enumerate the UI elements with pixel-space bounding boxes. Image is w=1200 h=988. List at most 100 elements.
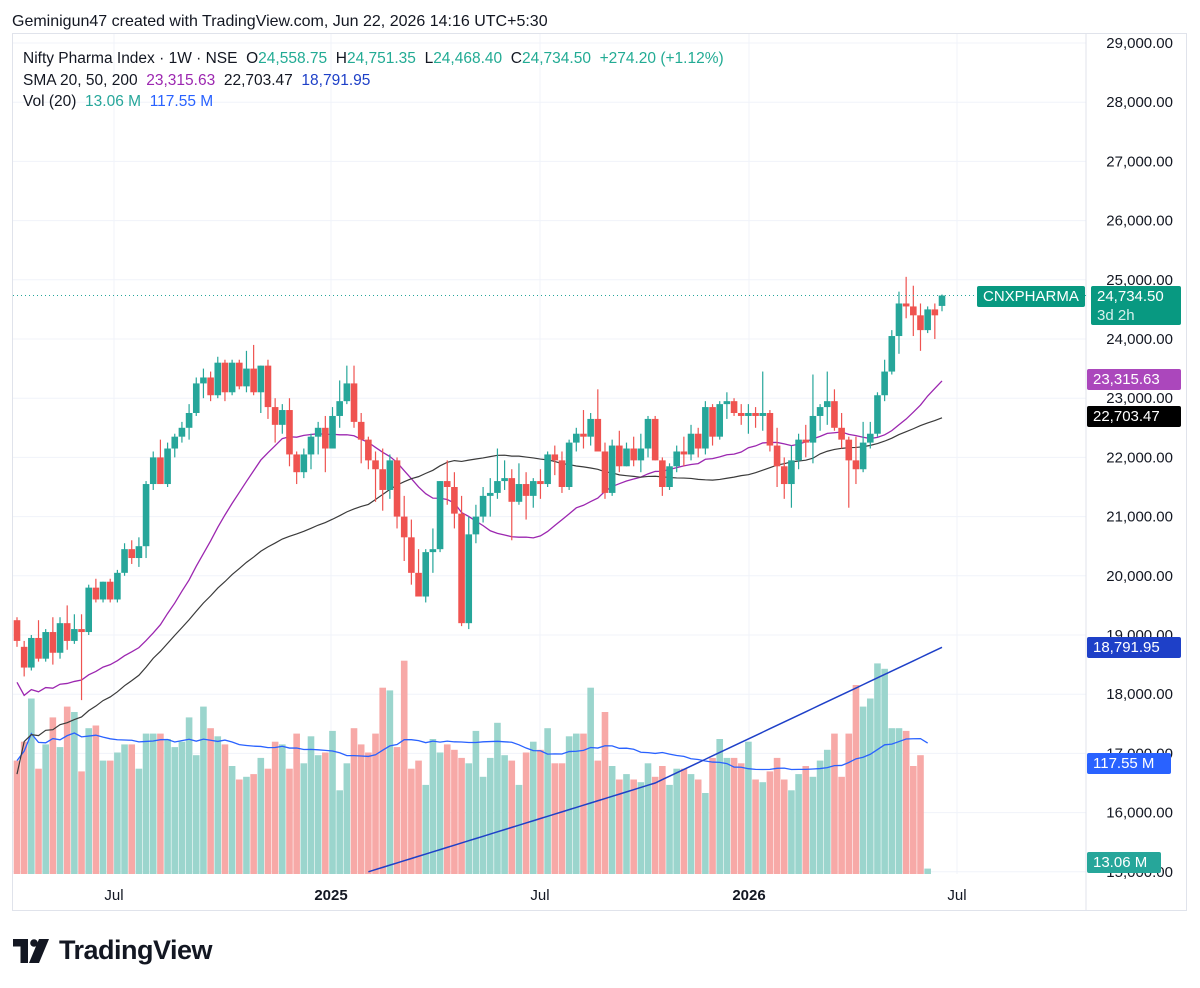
candle-body — [235, 362, 243, 387]
candle-body — [508, 478, 516, 502]
legend-low-value: 24,468.40 — [433, 50, 503, 67]
candle-body — [63, 623, 71, 641]
candle-body — [723, 401, 731, 405]
volume-bar — [42, 744, 49, 874]
volume-bar — [895, 728, 903, 874]
candle-body — [185, 413, 193, 428]
candle-body — [207, 377, 214, 396]
volume-bar — [573, 733, 580, 874]
candle-body — [264, 365, 272, 408]
legend-open-label: O — [246, 50, 259, 67]
volume-bar — [128, 744, 136, 874]
y-tick-label: 18,000.00 — [1106, 686, 1173, 703]
candle-body — [616, 445, 623, 467]
chart-frame[interactable] — [12, 33, 1187, 911]
candle-body — [458, 513, 465, 624]
candle-body — [565, 442, 573, 487]
candle-body — [737, 413, 745, 416]
candle-body — [651, 418, 659, 461]
y-tick-label: 16,000.00 — [1106, 805, 1173, 822]
volume-bar — [558, 763, 566, 874]
volume-bar — [142, 733, 150, 874]
volume-bar — [257, 757, 265, 874]
candle-body — [831, 401, 838, 428]
volume-bar — [709, 757, 716, 874]
volume-bar — [659, 766, 666, 874]
candle-body — [924, 309, 931, 331]
volume-bar — [56, 747, 64, 874]
volume-bar — [910, 766, 917, 874]
volume-bar — [859, 706, 867, 874]
volume-bar — [422, 784, 430, 874]
candle-body — [20, 646, 28, 668]
sma20-line — [16, 380, 943, 697]
volume-bar — [472, 730, 480, 874]
candle-body — [114, 572, 121, 600]
volume-bar — [766, 771, 774, 874]
y-tick-label: 29,000.00 — [1106, 35, 1173, 52]
volume-bar — [71, 712, 78, 874]
candle-body — [443, 481, 451, 487]
vol-tag: 13.06 M — [1087, 852, 1161, 873]
volume-bar — [178, 741, 186, 874]
candle-body — [479, 495, 487, 517]
legend-vol-row[interactable]: Vol (20) 13.06 M 117.55 M — [23, 91, 724, 113]
candle-body — [537, 481, 544, 485]
y-tick-label: 28,000.00 — [1106, 94, 1173, 111]
vol-ma-tag: 117.55 M — [1087, 753, 1171, 774]
volume-bar — [917, 755, 924, 874]
volume-bar — [802, 766, 810, 874]
candle-body — [350, 383, 358, 422]
footer-brand[interactable]: TradingView — [13, 935, 213, 966]
volume-bar — [752, 779, 759, 874]
volume-bar — [451, 749, 458, 874]
candle-body — [343, 383, 351, 402]
volume-bar — [501, 755, 508, 874]
candle-body — [192, 383, 200, 413]
candle-body — [128, 549, 136, 559]
candle-body — [702, 407, 709, 449]
candle-body — [214, 362, 222, 396]
candle-body — [644, 418, 652, 449]
volume-bar — [157, 733, 164, 874]
volume-bar — [823, 749, 831, 874]
candle-body — [694, 433, 702, 449]
volume-bar — [508, 760, 516, 874]
legend-symbol[interactable]: Nifty Pharma Index · 1W · NSE — [23, 50, 238, 67]
legend-vol-value: 13.06 M — [85, 93, 142, 110]
volume-bar — [78, 771, 85, 874]
legend-ohlc-row: Nifty Pharma Index · 1W · NSE O24,558.75… — [23, 48, 724, 70]
volume-bar — [20, 741, 28, 874]
candle-body — [874, 395, 881, 434]
volume-bar — [838, 776, 845, 874]
last-price-tag: 24,734.50 3d 2h — [1091, 286, 1181, 325]
candle-body — [522, 484, 530, 496]
candle-body — [157, 457, 164, 485]
volume-bar — [616, 779, 623, 874]
candle-body — [322, 427, 329, 449]
candle-body — [494, 481, 501, 493]
volume-bar — [228, 766, 236, 874]
candle-body — [357, 421, 365, 440]
legend-sma-row[interactable]: SMA 20, 50, 200 23,315.63 22,703.47 18,7… — [23, 70, 724, 92]
volume-bar — [99, 760, 107, 874]
volume-bar — [386, 690, 394, 874]
candle-body — [451, 487, 458, 514]
chart-caption: Geminigun47 created with TradingView.com… — [12, 13, 548, 30]
candle-body — [515, 484, 523, 502]
candle-body — [164, 448, 171, 485]
volume-bar — [702, 793, 709, 874]
candle-body — [221, 362, 229, 393]
x-tick-label: 2025 — [314, 887, 347, 904]
candle-body — [501, 478, 508, 482]
volume-bar — [551, 763, 559, 874]
volume-bar — [888, 728, 896, 874]
candle-body — [250, 368, 257, 393]
volume-bar — [608, 766, 616, 874]
volume-bar — [429, 739, 437, 874]
volume-bar — [874, 663, 881, 874]
candle-body — [766, 413, 774, 446]
volume-bar — [200, 706, 207, 874]
volume-bar — [164, 739, 171, 874]
